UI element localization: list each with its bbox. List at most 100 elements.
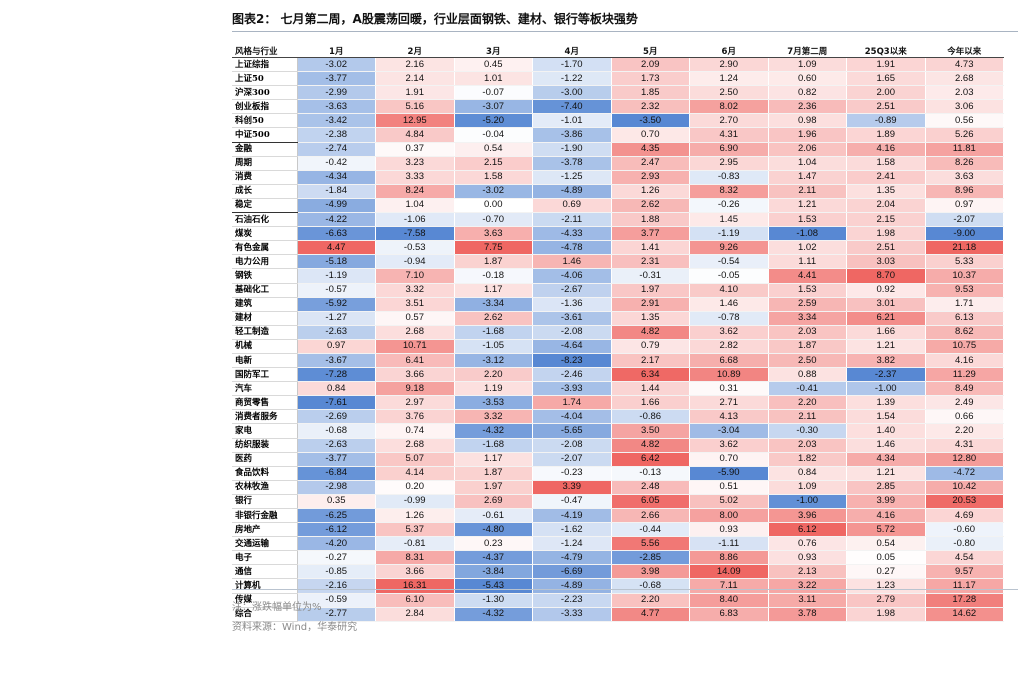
value-cell: -1.00 [846,381,926,397]
value-cell: -2.07 [925,212,1004,228]
value-cell: -0.30 [768,423,847,439]
column-header: 7月第二周 [768,44,847,58]
value-cell: -0.86 [611,409,690,425]
value-cell: 2.20 [925,423,1004,439]
value-cell: 0.23 [454,536,533,552]
value-cell: 5.72 [846,522,926,538]
value-cell: 3.99 [846,494,926,510]
value-cell: 1.02 [768,240,847,256]
value-cell: 0.54 [454,142,533,157]
table-row: 创业板指 -3.63 5.16 -3.07 -7.40 2.32 8.02 2.36 2.51 3… [232,99,1004,115]
table-row: 纺织服装 -2.63 2.68 -1.68 -2.08 4.82 3.62 2.03 1.46 4… [232,438,1004,453]
value-cell: 1.65 [846,71,926,87]
value-cell: 0.93 [689,522,769,538]
value-cell: 3.23 [375,156,455,171]
value-cell: 1.40 [846,423,926,439]
value-cell: -0.99 [375,494,455,510]
value-cell: 1.74 [532,395,612,411]
value-cell: -1.62 [532,522,612,538]
value-cell: 5.26 [925,127,1004,143]
value-cell: 2.13 [768,564,847,580]
table-row: 电子 -0.27 8.31 -4.37 -4.79 -2.85 8.86 0.93 0.05 4.… [232,550,1004,566]
value-cell: 17.28 [925,593,1004,608]
row-label: 纺织服装 [232,438,298,453]
table-row: 煤炭 -6.63 -7.58 3.63 -4.33 3.77 -1.19 -1.08 1.98-… [232,226,1004,242]
value-cell: -0.04 [454,127,533,143]
value-cell: -0.41 [768,381,847,397]
column-header: 今年以来 [925,44,1004,58]
value-cell: 3.66 [375,564,455,580]
value-cell: -1.24 [532,536,612,552]
table-row: 房地产 -6.12 5.37 -4.80 -1.62 -0.44 0.93 6.12 5.72-… [232,522,1004,538]
value-cell: 3.96 [768,508,847,524]
value-cell: 2.20 [768,395,847,411]
value-cell: 1.85 [611,85,690,101]
value-cell: -6.84 [297,466,376,481]
value-cell: 2.91 [611,297,690,312]
value-cell: 1.53 [768,212,847,228]
value-cell: 4.31 [689,127,769,143]
value-cell: 2.70 [689,113,769,129]
value-cell: 2.59 [768,297,847,312]
value-cell: 0.37 [375,142,455,157]
bottom-divider [232,589,1018,590]
value-cell: 11.81 [925,142,1004,157]
value-cell: 2.90 [689,57,769,73]
value-cell: 2.03 [768,325,847,340]
value-cell: -2.38 [297,127,376,143]
value-cell: -4.99 [297,198,376,214]
table-row: 商贸零售 -7.61 2.97 -3.53 1.74 1.66 2.71 2.20 1.39 2.… [232,395,1004,411]
value-cell: 2.20 [454,367,533,383]
value-cell: 1.87 [768,339,847,354]
value-cell: -3.77 [297,71,376,87]
row-label: 房地产 [232,522,298,538]
value-cell: 12.80 [925,452,1004,467]
value-cell: -0.80 [925,536,1004,552]
value-cell: 6.34 [611,367,690,383]
row-label: 国防军工 [232,367,298,383]
value-cell: 1.88 [611,212,690,228]
header-label: 风格与行业 [232,44,297,58]
value-cell: 0.97 [297,339,376,354]
value-cell: 2.51 [846,240,926,256]
value-cell: -4.64 [532,339,612,354]
value-cell: -3.34 [454,297,533,312]
value-cell: -0.81 [375,536,455,552]
value-cell: -5.18 [297,254,376,270]
value-cell: 4.13 [689,409,769,425]
value-cell: 8.02 [689,99,769,115]
value-cell: 4.34 [846,452,926,467]
table-row: 通信 -0.85 3.66 -3.84 -6.69 3.98 14.09 2.13 0.27 9.… [232,564,1004,580]
value-cell: 1.09 [768,480,847,495]
value-cell: 3.50 [611,423,690,439]
table-row: 食品饮料 -6.84 4.14 1.87 -0.23 -0.13 -5.90 0.84 1.21… [232,466,1004,481]
value-cell: -2.46 [532,367,612,383]
value-cell: 4.73 [925,57,1004,73]
table-row: 建材 -1.27 0.57 2.62 -3.61 1.35 -0.78 3.34 6.21 6.1… [232,311,1004,326]
value-cell: 3.78 [768,607,847,622]
value-cell: 0.20 [375,480,455,495]
value-cell: -1.25 [532,170,612,185]
row-label: 消费 [232,170,298,185]
column-header: 25Q3以来 [846,44,925,58]
value-cell: -3.67 [297,353,376,369]
source-note: 资料来源：Wind，华泰研究 [232,622,358,633]
row-label: 电子 [232,550,298,566]
value-cell: 0.35 [297,494,376,510]
value-cell: 4.77 [611,607,690,622]
value-cell: 1.26 [375,508,455,524]
value-cell: -2.11 [532,212,612,228]
value-cell: 3.34 [768,311,847,326]
value-cell: -1.68 [454,438,533,453]
value-cell: -4.34 [297,170,376,185]
row-label: 传媒 [232,593,298,608]
value-cell: 2.49 [925,395,1004,411]
value-cell: -4.33 [532,226,612,242]
value-cell: 16.31 [375,578,455,594]
value-cell: -3.07 [454,99,533,115]
value-cell: -1.30 [454,593,533,608]
value-cell: 1.98 [846,226,926,242]
value-cell: 8.32 [689,184,769,199]
table-row: 上证综指 -3.02 2.16 0.45 -1.70 2.09 2.90 1.09 1.91 4.… [232,57,1004,73]
value-cell: 4.14 [375,466,455,481]
